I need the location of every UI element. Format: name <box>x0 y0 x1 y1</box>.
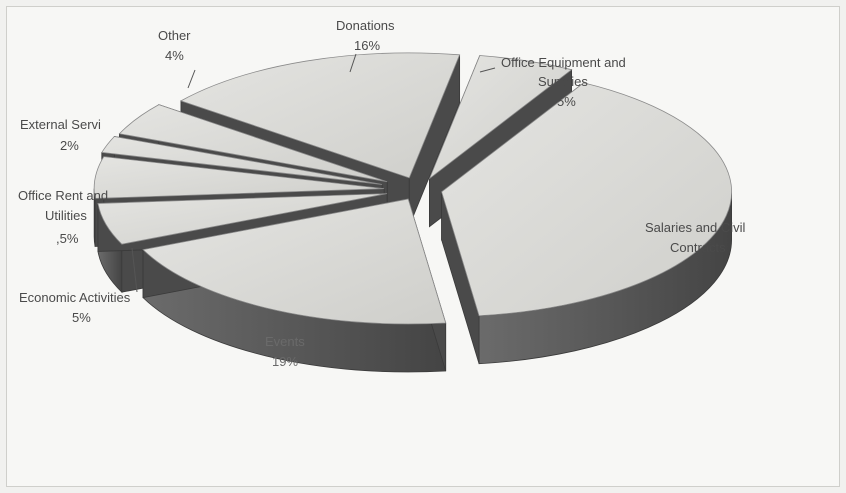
pct-office-rent: ,5% <box>56 231 79 246</box>
leader-line-donations <box>349 53 357 73</box>
pie-slice-events <box>142 198 447 373</box>
pie-slice-top <box>441 82 732 317</box>
chart-labels: Office Equipment and Supplies 5% Salarie… <box>18 18 746 369</box>
pct-donations: 16% <box>354 38 380 53</box>
pie-slice-top <box>142 198 447 325</box>
leader-line-office-equipment <box>479 67 496 73</box>
leader-line-office-rent <box>131 247 138 293</box>
pie-slice-top <box>101 136 383 185</box>
label-office-equipment-line1: Office Equipment and <box>501 55 626 70</box>
pie-slice-top <box>93 156 385 199</box>
pct-office-equipment: 5% <box>557 94 576 109</box>
pie-slice-top <box>179 52 461 179</box>
label-office-rent-line1: Office Rent and <box>18 188 108 203</box>
pie-slice-top <box>428 55 573 180</box>
pct-economic-activities: 5% <box>72 310 91 325</box>
label-office-equipment-line2: Supplies <box>538 74 588 89</box>
pct-events: 19% <box>272 354 298 369</box>
label-external-services: External Servi <box>20 117 101 132</box>
pie-slice-top <box>97 193 388 245</box>
leader-line-other <box>187 69 196 89</box>
label-economic-activities: Economic Activities <box>19 290 131 305</box>
pie-slice-top <box>118 104 388 183</box>
label-salaries-line1: Salaries and Civil <box>645 220 746 235</box>
label-other: Other <box>158 28 191 43</box>
label-events: Events <box>265 334 305 349</box>
label-salaries-line2: Contracts <box>670 240 726 255</box>
pct-external-services: 2% <box>60 138 79 153</box>
label-office-rent-line2: Utilities <box>45 208 87 223</box>
label-donations: Donations <box>336 18 395 33</box>
pct-other: 4% <box>165 48 184 63</box>
pie-slice-salaries-and-civil-contracts <box>441 82 732 365</box>
